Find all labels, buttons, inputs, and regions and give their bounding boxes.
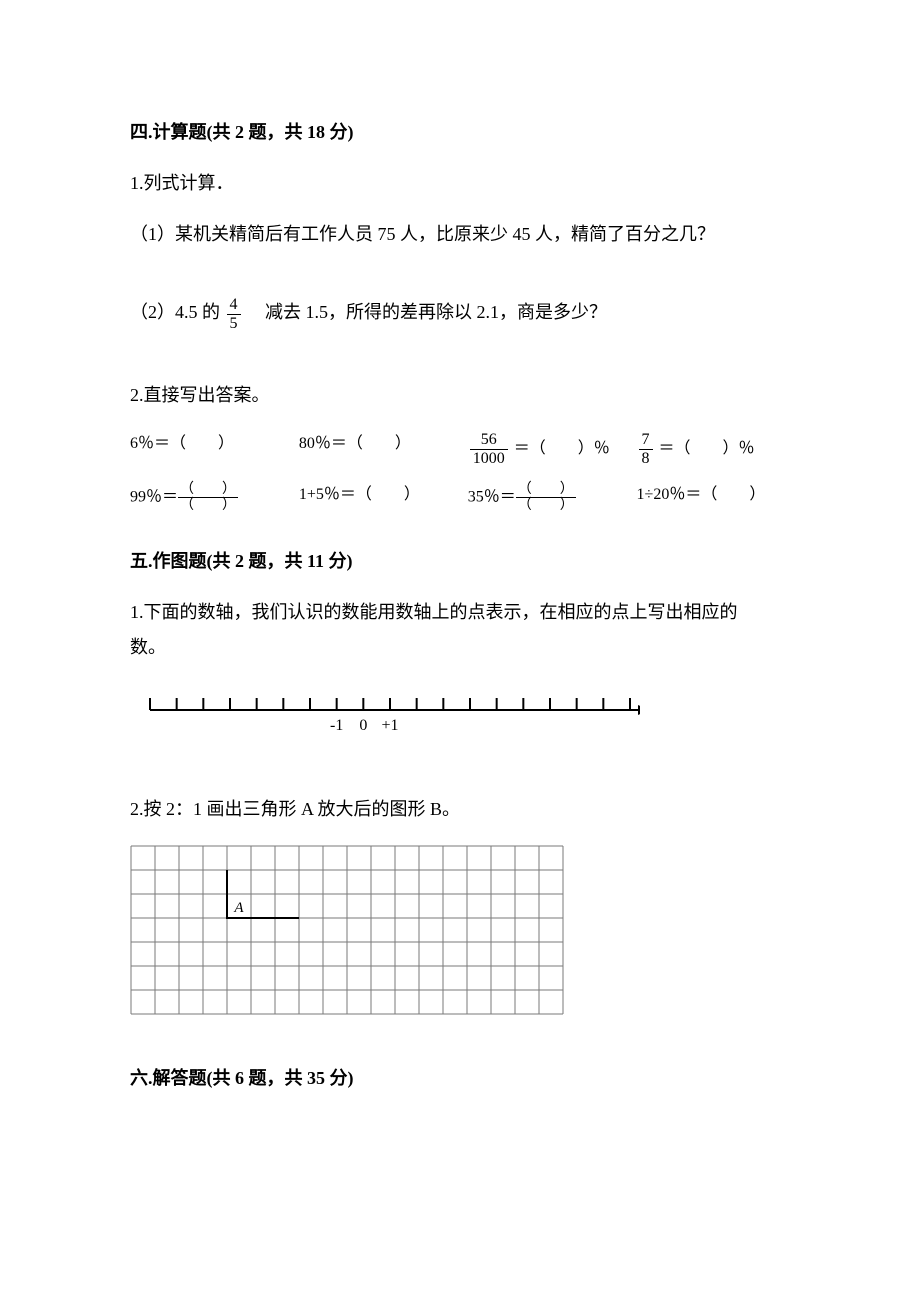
s5-q1-line2: 数。 [130, 633, 790, 662]
s4-q2-title: 2.直接写出答案。 [130, 381, 790, 410]
s5-q1-line1: 1.下面的数轴，我们认识的数能用数轴上的点表示，在相应的点上写出相应的 [130, 598, 790, 627]
s5-q2-text: 按 2：1 画出三角形 A 放大后的图形 B。 [144, 799, 461, 819]
s5-q1: 1.下面的数轴，我们认识的数能用数轴上的点表示，在相应的点上写出相应的 数。 -… [130, 598, 790, 754]
frac-num: 56 [470, 431, 508, 450]
eq-cell: 1÷20％＝（ ） [637, 482, 790, 514]
frac-blank: （ ） （ ） [516, 482, 576, 514]
section-6-header: 六.解答题(共 6 题，共 35 分) [130, 1064, 790, 1093]
svg-text:-1: -1 [330, 717, 343, 734]
eq-suffix: ＝（ ）％ [510, 440, 610, 457]
frac-den: 5 [227, 315, 241, 333]
s5-q1-text1: 下面的数轴，我们认识的数能用数轴上的点表示，在相应的点上写出相应的 [144, 602, 738, 622]
s5-q2-title: 2.按 2：1 画出三角形 A 放大后的图形 B。 [130, 795, 790, 824]
s4-q1-sub2: （2）4.5 的 4 5 减去 1.5，所得的差再除以 2.1，商是多少？ [130, 296, 790, 332]
eq-prefix: 99％＝ [130, 488, 178, 505]
s4-q1-title-text: 列式计算． [144, 173, 234, 193]
s4-q1-sub2-fraction: 4 5 [227, 296, 241, 332]
blank-bot: （ ） [178, 498, 238, 513]
eq-cell: 80％＝（ ） [299, 431, 468, 467]
eq-suffix: ＝（ ）％ [655, 440, 755, 457]
frac-num: 4 [227, 296, 241, 315]
eq-cell: 1+5％＝（ ） [299, 482, 468, 514]
s4-q1-sub1: （1）某机关精简后有工作人员 75 人，比原来少 45 人，精简了百分之几？ [130, 220, 790, 249]
svg-text:A: A [233, 900, 244, 916]
s4-q2-number: 2. [130, 385, 144, 405]
blank-top: （ ） [516, 482, 576, 498]
blank-top: （ ） [178, 482, 238, 498]
s4-q2-title-text: 直接写出答案。 [144, 385, 270, 405]
section-4-header: 四.计算题(共 2 题，共 18 分) [130, 118, 790, 147]
eq-cell: 56 1000 ＝（ ）％ [468, 431, 637, 467]
s4-q1-sub2-suffix: 减去 1.5，所得的差再除以 2.1，商是多少？ [247, 303, 607, 323]
frac-den: 1000 [470, 450, 508, 468]
eq-prefix: 35％＝ [468, 488, 516, 505]
eq-cell: 7 8 ＝（ ）％ [637, 431, 790, 467]
s5-q2: 2.按 2：1 画出三角形 A 放大后的图形 B。 A [130, 795, 790, 1025]
grid-svg: A [130, 845, 564, 1015]
s4-q1-number: 1. [130, 173, 144, 193]
eq-cell: 6％＝（ ） [130, 431, 299, 467]
s4-q1-title: 1.列式计算． [130, 169, 790, 198]
number-line-svg: -1 0 +1 [140, 686, 640, 746]
frac-den: 8 [639, 450, 653, 468]
s5-q2-number: 2. [130, 799, 144, 819]
svg-text:0: 0 [359, 717, 367, 734]
s5-q1-number: 1. [130, 602, 144, 622]
s4-q2: 2.直接写出答案。 6％＝（ ） 80％＝（ ） 56 1000 ＝（ ）％ 7… [130, 381, 790, 514]
s4-q1-sub2-prefix: （2）4.5 的 [130, 303, 220, 323]
eq-cell: 99％＝ （ ） （ ） [130, 482, 299, 514]
fraction: 7 8 [639, 431, 653, 467]
s4-q2-row1: 6％＝（ ） 80％＝（ ） 56 1000 ＝（ ）％ 7 8 ＝（ ）％ [130, 431, 790, 467]
frac-blank: （ ） （ ） [178, 482, 238, 514]
grid-figure: A [130, 845, 790, 1024]
s4-q2-row2: 99％＝ （ ） （ ） 1+5％＝（ ） 35％＝ （ ） （ ） 1÷20％… [130, 482, 790, 514]
s4-q1: 1.列式计算． （1）某机关精简后有工作人员 75 人，比原来少 45 人，精简… [130, 169, 790, 333]
number-line-figure: -1 0 +1 [140, 686, 790, 755]
blank-bot: （ ） [516, 498, 576, 513]
svg-text:+1: +1 [381, 717, 398, 734]
fraction: 56 1000 [470, 431, 508, 467]
section-5-header: 五.作图题(共 2 题，共 11 分) [130, 547, 790, 576]
frac-num: 7 [639, 431, 653, 450]
eq-cell: 35％＝ （ ） （ ） [468, 482, 637, 514]
